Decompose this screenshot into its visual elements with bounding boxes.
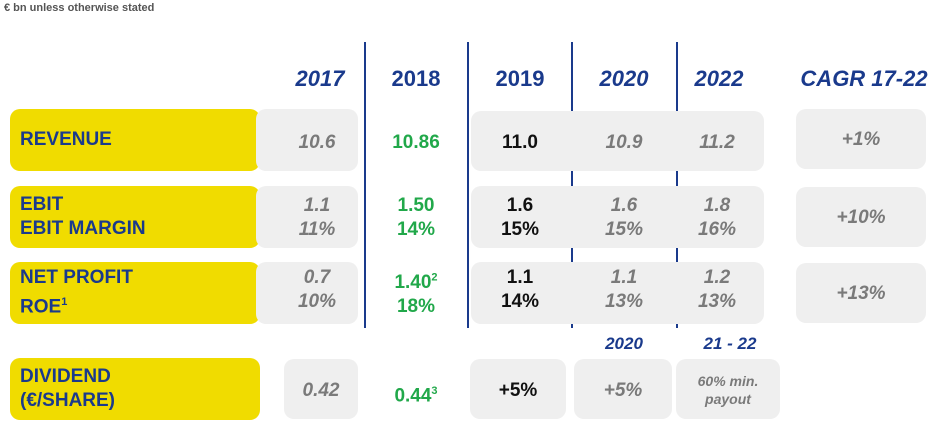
header-2018: 2018 (391, 66, 441, 91)
label-dividend: DIVIDEND (€/SHARE) (10, 358, 260, 420)
ebit-margin-2020-value: 15% (604, 219, 644, 240)
header-2022: 2022 (694, 66, 744, 91)
ebit-margin-2017-value: 11% (298, 219, 336, 240)
box-ebit-2017 (256, 186, 358, 248)
box-revenue-2017 (256, 109, 358, 171)
footnote-1: 1 (61, 296, 68, 309)
ebit-2017: 1.1 11% (272, 194, 362, 242)
ebit-2019-value: 1.6 (506, 195, 534, 216)
ebit-2018-value: 1.50 (397, 195, 435, 216)
net-profit-2022-value: 1.2 (703, 267, 731, 288)
divider-2019-2020 (571, 42, 573, 328)
divider-2018-2019 (467, 42, 469, 328)
divider-2020-2022 (676, 42, 678, 328)
ebit-cagr: +10% (836, 207, 886, 228)
label-ebit-margin-text: EBIT MARGIN (20, 218, 146, 239)
box-revenue-2019-2022 (471, 111, 764, 171)
ebit-2020-value: 1.6 (610, 195, 638, 216)
box-dividend-2019 (470, 359, 566, 419)
dividend-payout-line2: payout (705, 391, 751, 407)
revenue-2022: 11.2 (699, 132, 735, 153)
ebit-2018: 1.50 14% (368, 194, 464, 242)
box-net-profit-2019-2022 (471, 262, 764, 324)
revenue-2018: 10.86 (392, 132, 440, 153)
header-cagr: CAGR 17-22 (800, 66, 928, 91)
ebit-2022: 1.8 16% (678, 194, 756, 242)
dividend-payout-line1: 60% min. (697, 373, 759, 389)
ebit-margin-2018-value: 14% (396, 219, 436, 240)
units-note: € bn unless otherwise stated (4, 2, 155, 14)
label-ebit-text: EBIT (20, 194, 64, 215)
dividend-2018: 0.443 (368, 379, 464, 408)
net-profit-2022: 1.2 13% (678, 266, 756, 314)
label-ebit: EBIT EBIT MARGIN (10, 186, 260, 248)
box-dividend-21-22 (676, 359, 780, 419)
net-profit-2018: 1.402 18% (368, 266, 464, 319)
revenue-cagr: +1% (841, 129, 881, 150)
label-net-profit: NET PROFIT ROE1 (10, 262, 260, 324)
roe-2018-value: 18% (396, 296, 436, 318)
revenue-2020: 10.9 (605, 132, 643, 153)
box-ebit-2019-2022 (471, 186, 764, 248)
roe-2019-value: 14% (500, 291, 540, 312)
footnote-3: 3 (431, 385, 438, 397)
net-profit-2018-number: 1.40 (394, 272, 432, 294)
ebit-2020: 1.6 15% (574, 194, 674, 242)
label-dividend-text: DIVIDEND (20, 366, 111, 387)
ebit-margin-2019-value: 15% (500, 219, 540, 240)
dividend-21-22: 60% min. payout (676, 372, 780, 408)
label-revenue: REVENUE (10, 109, 260, 171)
ebit-2019: 1.6 15% (472, 194, 568, 242)
footnote-2: 2 (431, 272, 438, 284)
label-per-share-text: (€/SHARE) (20, 390, 116, 411)
roe-2017-value: 10% (297, 291, 337, 312)
net-profit-2020-value: 1.1 (610, 267, 638, 288)
ebit-2017-value: 1.1 (303, 195, 331, 216)
dividend-2020: +5% (603, 380, 643, 401)
header-2019: 2019 (495, 66, 545, 91)
dividend-2019: +5% (498, 380, 538, 401)
roe-2020-value: 13% (604, 291, 644, 312)
header-2017: 2017 (295, 66, 345, 91)
divider-2017-2018 (364, 42, 366, 328)
label-roe: ROE1 (20, 290, 260, 319)
revenue-2019: 11.0 (502, 132, 538, 153)
net-profit-2020: 1.1 13% (574, 266, 674, 314)
box-revenue-cagr (796, 109, 926, 169)
net-profit-cagr: +13% (836, 283, 886, 304)
box-net-profit-2017 (256, 262, 358, 324)
dividend-2017: 0.42 (302, 380, 340, 401)
box-ebit-cagr (796, 187, 926, 247)
ebit-margin-2022-value: 16% (697, 219, 737, 240)
net-profit-2017: 0.7 10% (272, 266, 362, 314)
label-net-profit-text: NET PROFIT (20, 267, 133, 289)
net-profit-2019: 1.1 14% (472, 266, 568, 314)
header-2020: 2020 (599, 66, 649, 91)
net-profit-2018-value: 1.402 (394, 272, 437, 293)
subheader-21-22: 21 - 22 (703, 334, 757, 353)
box-net-profit-cagr (796, 263, 926, 323)
net-profit-2019-value: 1.1 (506, 267, 534, 288)
box-dividend-2020 (574, 359, 672, 419)
revenue-2017: 10.6 (298, 132, 336, 153)
ebit-2022-value: 1.8 (703, 195, 731, 216)
dividend-2018-number: 0.44 (394, 385, 432, 407)
label-roe-text: ROE (20, 296, 62, 318)
roe-2022-value: 13% (697, 291, 737, 312)
box-dividend-2017 (284, 359, 358, 419)
subheader-2020: 2020 (605, 334, 643, 353)
label-revenue-text: REVENUE (20, 129, 112, 150)
net-profit-2017-value: 0.7 (303, 267, 331, 288)
